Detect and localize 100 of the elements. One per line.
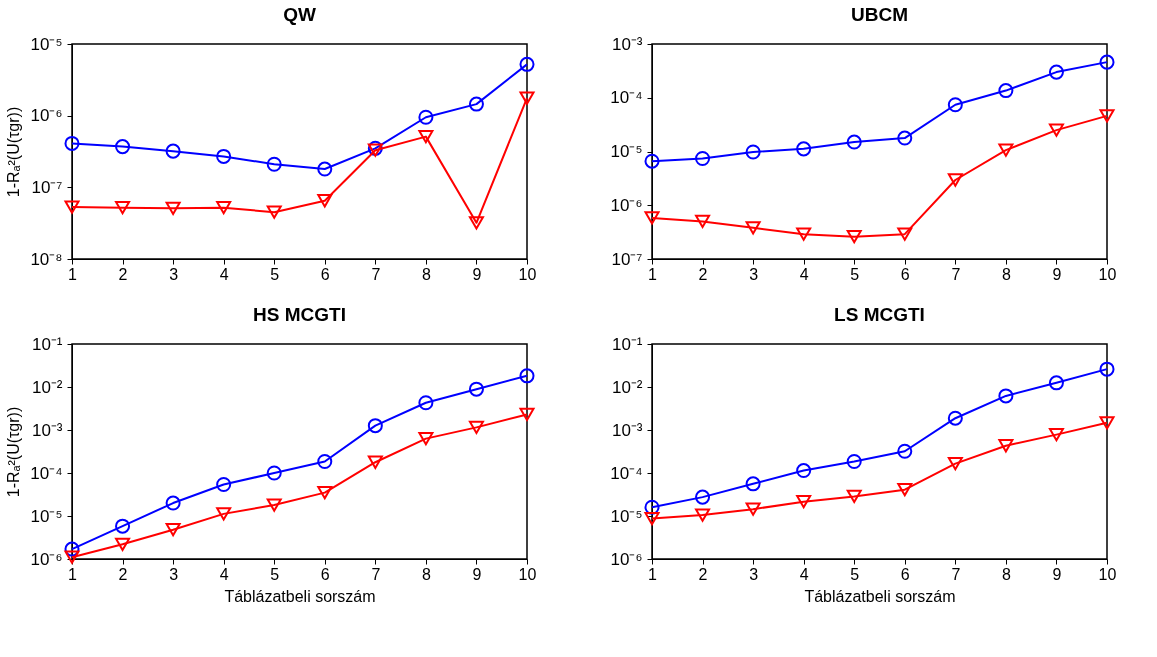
point — [165, 495, 181, 511]
x-tick-label: 10 — [1098, 265, 1117, 283]
x-tick-label: 7 — [951, 265, 961, 283]
point — [998, 388, 1014, 404]
point — [998, 439, 1014, 453]
point — [115, 537, 131, 551]
point — [745, 144, 761, 160]
point — [644, 511, 660, 526]
y-axis-title: 1-Rₐ²(U(τgr)) — [5, 406, 23, 498]
x-tick-label: 7 — [371, 265, 381, 283]
chart-title: QW — [283, 4, 316, 25]
y-tick-label: 10⁻⁵ — [30, 34, 63, 54]
point — [64, 135, 80, 151]
point — [1099, 416, 1115, 430]
x-tick-label: 7 — [371, 565, 381, 583]
point — [468, 216, 484, 230]
x-tick-label: 3 — [169, 565, 179, 583]
x-tick-label: 3 — [749, 265, 759, 283]
point — [64, 541, 80, 557]
point — [216, 201, 232, 215]
point — [796, 141, 812, 157]
point — [1048, 64, 1064, 80]
point — [266, 156, 282, 172]
x-tick-label: 6 — [320, 565, 330, 583]
chart-title: UBCM — [851, 4, 908, 25]
point — [695, 151, 711, 167]
x-tick-label: 8 — [421, 265, 431, 283]
point — [1099, 109, 1115, 123]
point — [367, 418, 383, 434]
point — [897, 130, 913, 146]
point — [418, 129, 434, 144]
point — [796, 463, 812, 479]
x-tick-label: 10 — [1098, 565, 1117, 583]
x-tick-label: 9 — [1052, 565, 1062, 583]
x-tick-label: 6 — [900, 265, 910, 283]
x-tick-label: 2 — [118, 265, 128, 283]
point — [418, 109, 434, 125]
y-tick-label: 10⁻³ — [31, 420, 63, 440]
point — [745, 221, 761, 235]
y-tick-label: 10⁻⁵ — [610, 142, 643, 161]
x-tick-label: 7 — [951, 565, 961, 583]
x-tick-label: 2 — [698, 565, 708, 583]
point — [796, 227, 812, 241]
point — [1048, 427, 1064, 442]
point — [418, 431, 434, 446]
point — [165, 201, 181, 215]
x-tick-label: 9 — [472, 565, 482, 583]
point — [367, 455, 383, 469]
x-axis-title: Táblázatbeli sorszám — [804, 587, 956, 605]
point — [998, 83, 1014, 99]
point — [695, 489, 711, 505]
point — [947, 97, 963, 113]
point — [1048, 375, 1064, 391]
point — [64, 550, 80, 564]
point — [745, 502, 761, 516]
y-tick-label: 10⁻⁶ — [30, 106, 63, 126]
y-tick-label: 10⁻¹ — [611, 334, 643, 354]
point — [216, 507, 232, 521]
point — [64, 200, 80, 214]
point — [115, 139, 131, 155]
x-tick-label: 5 — [850, 565, 860, 583]
x-tick-label: 1 — [648, 265, 658, 283]
point — [468, 381, 484, 397]
x-tick-label: 9 — [1052, 265, 1062, 283]
x-tick-label: 1 — [68, 265, 78, 283]
y-tick-label: 10⁻⁴ — [30, 463, 63, 483]
point — [1099, 54, 1115, 70]
x-tick-label: 4 — [219, 565, 229, 583]
x-tick-label: 4 — [799, 565, 809, 583]
x-tick-label: 4 — [219, 265, 229, 283]
x-tick-label: 8 — [1001, 265, 1011, 283]
chart-title: LS MCGTI — [834, 304, 925, 325]
y-tick-label: 10⁻⁷ — [31, 177, 63, 197]
point — [745, 476, 761, 492]
point — [317, 485, 333, 500]
point — [468, 420, 484, 435]
x-tick-label: 8 — [1001, 565, 1011, 583]
point — [519, 56, 535, 72]
x-tick-label: 8 — [421, 565, 431, 583]
point — [695, 214, 711, 229]
x-tick-label: 5 — [270, 565, 280, 583]
y-tick-label: 10⁻⁵ — [30, 506, 63, 526]
point — [165, 143, 181, 159]
point — [846, 230, 862, 244]
point — [266, 498, 282, 512]
point — [846, 134, 862, 150]
x-tick-label: 6 — [320, 265, 330, 283]
x-tick-label: 2 — [698, 265, 708, 283]
y-axis-title: 1-Rₐ²(U(τgr)) — [5, 106, 23, 198]
y-tick-label: 10⁻² — [611, 377, 643, 397]
x-tick-label: 10 — [518, 565, 537, 583]
x-axis-title: Táblázatbeli sorszám — [224, 587, 376, 605]
point — [796, 495, 812, 509]
y-tick-label: 10⁻⁵ — [610, 506, 643, 526]
y-tick-label: 10⁻⁶ — [610, 195, 643, 215]
x-tick-label: 6 — [900, 565, 910, 583]
point — [115, 518, 131, 534]
y-tick-label: 10⁻⁶ — [610, 549, 643, 569]
point — [998, 143, 1014, 157]
point — [644, 499, 660, 515]
